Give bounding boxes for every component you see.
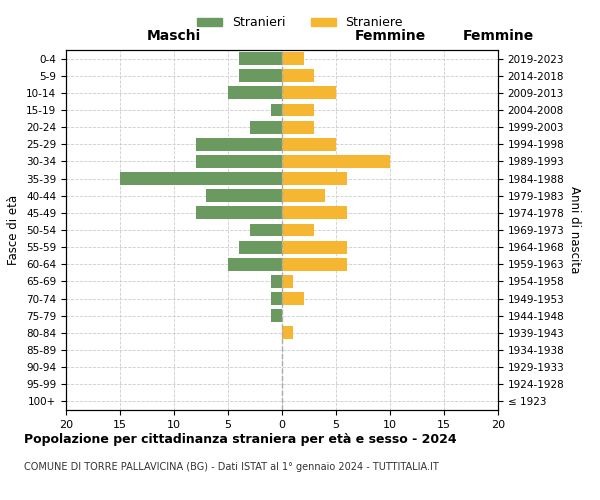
Bar	[196, 206, 282, 220]
Bar	[282, 138, 336, 150]
Text: Femmine: Femmine	[463, 29, 533, 43]
Legend: Stranieri, Straniere: Stranieri, Straniere	[192, 11, 408, 34]
Bar	[239, 52, 282, 65]
Bar	[271, 104, 282, 117]
Bar	[282, 258, 347, 270]
Bar	[239, 240, 282, 254]
Text: Maschi: Maschi	[147, 29, 201, 43]
Bar	[282, 190, 325, 202]
Bar	[282, 70, 314, 82]
Bar	[282, 240, 347, 254]
Bar	[282, 224, 314, 236]
Bar	[228, 86, 282, 100]
Bar	[206, 190, 282, 202]
Bar	[250, 120, 282, 134]
Bar	[271, 310, 282, 322]
Bar	[282, 206, 347, 220]
Bar	[228, 258, 282, 270]
Bar	[282, 275, 293, 288]
Bar	[282, 326, 293, 340]
Text: Femmine: Femmine	[355, 29, 425, 43]
Bar	[271, 292, 282, 305]
Bar	[282, 52, 304, 65]
Bar	[282, 86, 336, 100]
Y-axis label: Anni di nascita: Anni di nascita	[568, 186, 581, 274]
Bar	[196, 155, 282, 168]
Bar	[282, 292, 304, 305]
Text: Popolazione per cittadinanza straniera per età e sesso - 2024: Popolazione per cittadinanza straniera p…	[24, 432, 457, 446]
Bar	[282, 120, 314, 134]
Bar	[271, 275, 282, 288]
Bar	[196, 138, 282, 150]
Bar	[282, 104, 314, 117]
Bar	[282, 172, 347, 185]
Bar	[282, 155, 390, 168]
Bar	[239, 70, 282, 82]
Text: COMUNE DI TORRE PALLAVICINA (BG) - Dati ISTAT al 1° gennaio 2024 - TUTTITALIA.IT: COMUNE DI TORRE PALLAVICINA (BG) - Dati …	[24, 462, 439, 472]
Bar	[250, 224, 282, 236]
Bar	[120, 172, 282, 185]
Y-axis label: Fasce di età: Fasce di età	[7, 195, 20, 265]
